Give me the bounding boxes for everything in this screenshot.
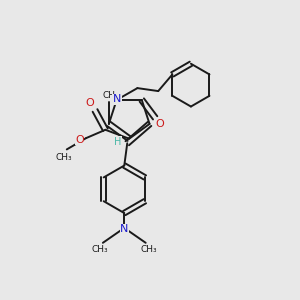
Text: CH₃: CH₃ bbox=[140, 245, 157, 254]
Text: CH₃: CH₃ bbox=[56, 153, 72, 162]
Text: O: O bbox=[85, 98, 94, 108]
Text: H: H bbox=[114, 137, 122, 147]
Text: N: N bbox=[113, 94, 122, 104]
Text: CH₃: CH₃ bbox=[102, 91, 119, 100]
Text: O: O bbox=[155, 119, 164, 129]
Text: O: O bbox=[75, 135, 84, 145]
Text: N: N bbox=[120, 224, 128, 234]
Text: CH₃: CH₃ bbox=[92, 245, 108, 254]
